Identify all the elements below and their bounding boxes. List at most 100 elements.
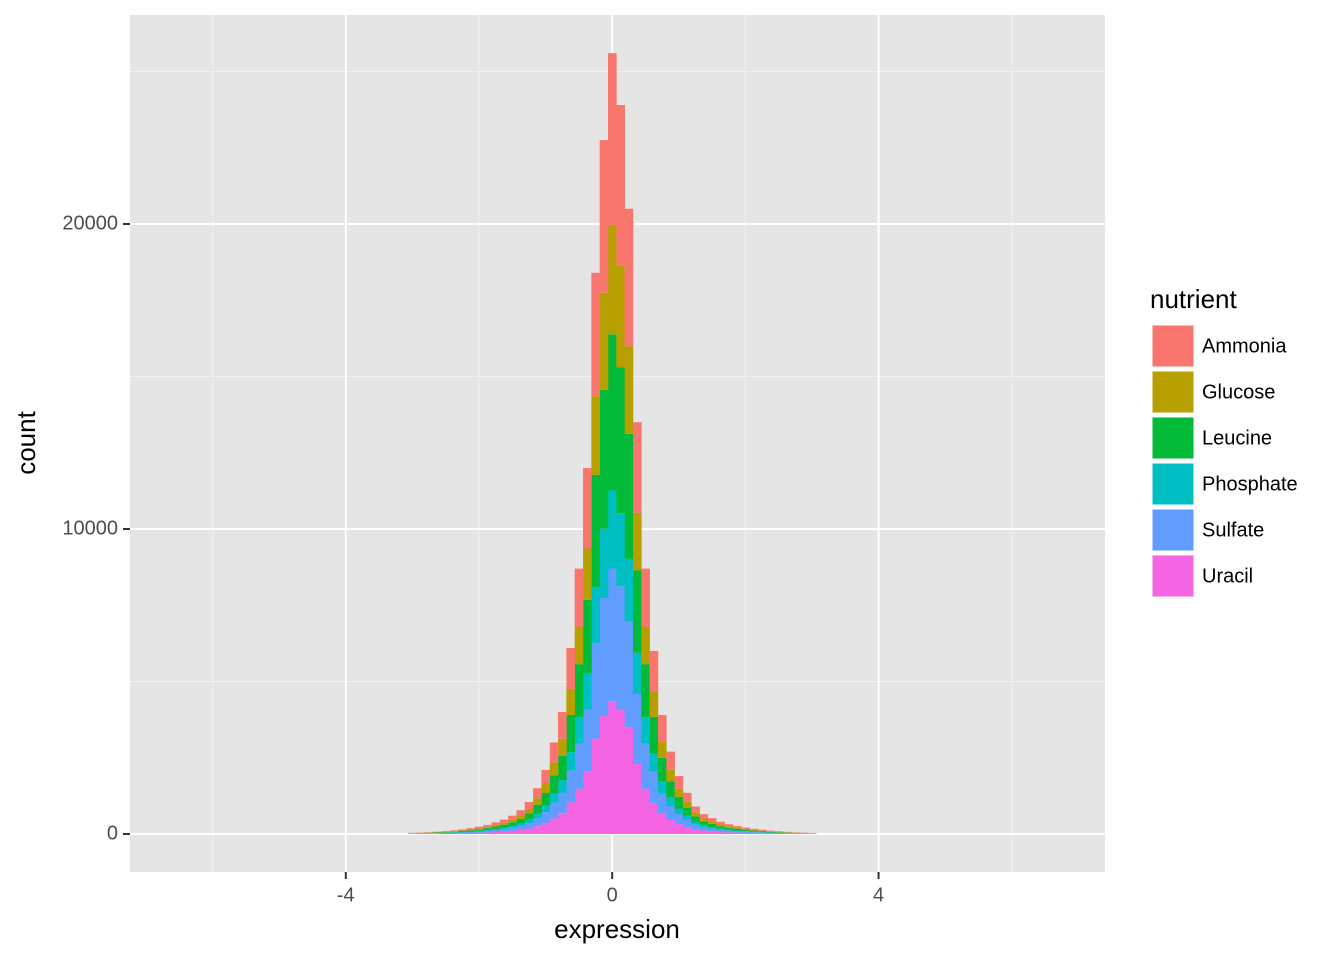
bar-segment [574,627,584,665]
bar-segment [741,832,750,834]
bar-segment [707,823,717,828]
x-axis-title: expression [554,914,680,944]
bar-segment [632,693,642,764]
bar-segment [574,568,584,628]
legend-key [1151,416,1195,460]
bar-segment [441,832,451,833]
y-tick-label: 0 [107,822,118,844]
bar-segment [474,831,484,833]
bar-segment [657,741,667,758]
bar-segment [541,823,551,834]
bar-segment [483,826,492,829]
bar-segment [466,828,476,830]
bar-segment [508,830,517,834]
bar-segment [524,828,534,834]
bar-segment [499,827,509,830]
bar-segment [616,710,625,834]
bar-segment [649,650,659,692]
bar-segment [491,822,501,825]
bar-segment [691,821,700,825]
bar-segment [641,664,650,718]
bar-segment [674,814,684,825]
legend-label: Ammonia [1202,335,1287,357]
bar-segment [516,810,526,816]
bar-segment [666,819,675,834]
bar-segment [541,784,551,794]
bar-segment [508,815,517,820]
bar-segment [649,771,659,803]
bar-segment [608,224,617,335]
bar-segment [624,727,634,834]
bar-segment [632,652,642,694]
bar-segment [674,776,684,789]
bar-segment [757,832,767,834]
bar-segment [474,830,484,832]
bar-segment [458,830,467,832]
y-tick-label: 10000 [62,517,118,539]
bar-segment [749,828,759,830]
bar-segment [458,829,467,831]
bar-segment [524,801,534,809]
bar-segment [699,827,709,831]
bar-segment [766,830,775,832]
bar-segment [458,832,467,834]
bar-segment [499,824,509,828]
bar-segment [724,826,734,828]
bar-segment [499,819,509,823]
bar-segment [682,807,692,816]
bar-segment [724,829,734,831]
legend-key [1151,370,1195,414]
bar-segment [583,771,592,834]
bar-segment [749,831,759,833]
legend-label: Leucine [1202,427,1272,449]
bar-segment [707,831,717,834]
bar-segment [599,292,609,390]
bar-segment [533,804,542,814]
bar-segment [766,831,775,833]
bar-segment [616,105,625,266]
bar-segment [691,812,700,817]
bar-segment [624,346,634,434]
bar-segment [449,830,459,832]
bar-segment [574,743,584,789]
bar-segment [682,819,692,827]
bar-segment [666,751,675,770]
bar-segment [641,717,650,744]
bar-segment [549,742,559,763]
bar-segment [483,829,492,831]
bar-segment [741,831,750,832]
bar-segment [699,814,709,819]
bar-segment [716,826,725,829]
legend-label: Sulfate [1202,519,1264,541]
bar-segment [699,818,709,822]
bar-segment [574,788,584,834]
bar-segment [558,813,567,834]
bar-segment [649,753,659,772]
bar-segment [583,709,592,772]
bar-segment [616,265,625,368]
bar-segment [566,647,576,689]
bar-segment [491,830,501,833]
bar-segment [466,833,476,834]
bar-segment [541,805,551,813]
bar-segment [491,832,501,834]
bar-segment [591,474,600,588]
bar-segment [524,823,534,829]
bar-segment [583,672,592,710]
bar-segment [707,821,717,824]
bar-segment [757,829,767,831]
bar-segment [549,793,559,803]
bar-segment [674,788,684,797]
bar-segment [724,827,734,830]
bar-segment [483,830,492,833]
bar-segment [757,833,767,834]
bar-segment [608,53,617,225]
bar-segment [516,823,526,826]
bar-segment [566,770,576,803]
bar-segment [549,762,559,776]
bar-segment [724,830,734,833]
bar-segment [558,711,567,739]
bar-segment [599,716,609,834]
bar-segment [608,568,617,702]
bar-segment [666,769,675,782]
